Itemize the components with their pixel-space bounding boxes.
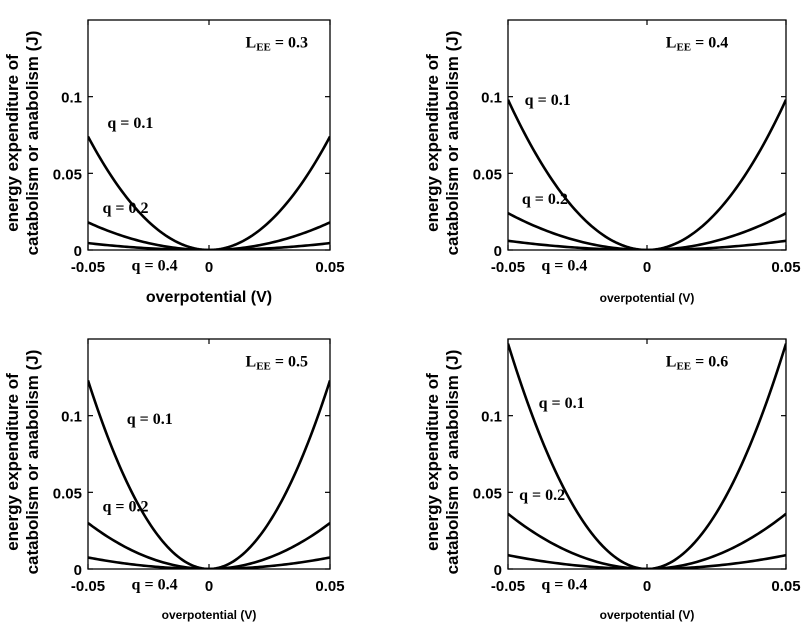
y-axis-label-line-2: catabolism or anabolism (J) — [23, 350, 42, 575]
series-label-q1: q = 0.1 — [539, 395, 585, 412]
series-label-q2: q = 0.2 — [522, 191, 568, 208]
plot-frame — [87, 338, 331, 570]
series-line-q2 — [508, 512, 786, 569]
series-line-q3 — [508, 553, 786, 569]
series-line-q1 — [88, 379, 330, 569]
y-tick-label: 0 — [494, 243, 502, 260]
series-label-q1: q = 0.1 — [107, 115, 153, 132]
y-tick-label: 0.1 — [61, 409, 82, 426]
series-line-q2 — [88, 221, 330, 250]
x-tick-label: -0.05 — [491, 259, 525, 276]
series-line-q1 — [508, 99, 786, 250]
x-tick-label: 0 — [205, 578, 213, 595]
y-tick-label: 0.05 — [53, 166, 82, 183]
x-tick-label: 0.05 — [771, 578, 800, 595]
y-tick-label: 0 — [74, 562, 82, 579]
plot-frame — [507, 338, 787, 570]
series-label-q1: q = 0.1 — [525, 92, 571, 109]
series-line-q3 — [88, 556, 330, 569]
y-tick-label: 0.05 — [473, 485, 502, 502]
x-axis-label: overpotential (V) — [162, 608, 257, 622]
y-axis-label-line-2: catabolism or anabolism (J) — [443, 31, 462, 256]
x-tick-label: 0 — [643, 259, 651, 276]
series-label-q3: q = 0.4 — [132, 258, 178, 275]
y-axis-label-line-2: catabolism or anabolism (J) — [23, 31, 42, 256]
x-tick-label: -0.05 — [491, 578, 525, 595]
series-line-q2 — [508, 212, 786, 250]
y-tick-label: 0.05 — [53, 485, 82, 502]
x-tick-label: 0.05 — [315, 578, 344, 595]
x-axis-label: overpotential (V) — [600, 291, 695, 305]
series-line-q2 — [88, 521, 330, 569]
chart-panel-3: q = 0.1q = 0.2q = 0.4-0.05 0 0.0500.050.1o… — [3, 338, 345, 622]
series-label-q3: q = 0.4 — [541, 258, 587, 275]
y-tick-label: 0.1 — [481, 90, 502, 107]
y-axis-label-line-1: energy expenditure of — [423, 373, 442, 551]
chart-panel-4: q = 0.1q = 0.2q = 0.4-0.05 0 0.0500.050.1o… — [423, 338, 801, 622]
y-axis-label-line-1: energy expenditure of — [3, 373, 22, 551]
lee-annotation: LEE = 0.4 — [666, 35, 728, 54]
y-axis-label-line-2: catabolism or anabolism (J) — [443, 350, 462, 575]
chart-panel-1: q = 0.1q = 0.2q = 0.4-0.05 0 0.0500.050.1o… — [3, 19, 345, 306]
x-tick-label: 0.05 — [771, 259, 800, 276]
lee-annotation: LEE = 0.5 — [246, 354, 308, 373]
series-line-q1 — [88, 135, 330, 250]
series-label-q3: q = 0.4 — [541, 577, 587, 594]
lee-annotation: LEE = 0.6 — [666, 354, 728, 373]
series-label-q2: q = 0.2 — [103, 499, 149, 516]
series-line-q3 — [508, 239, 786, 250]
y-tick-label: 0 — [74, 243, 82, 260]
x-axis-label: overpotential (V) — [146, 289, 272, 306]
series-line-q3 — [88, 241, 330, 250]
y-axis-label-line-1: energy expenditure of — [3, 54, 22, 232]
x-tick-label: 0.05 — [315, 259, 344, 276]
x-tick-label: -0.05 — [71, 259, 105, 276]
series-label-q3: q = 0.4 — [132, 577, 178, 594]
series-line-q1 — [508, 343, 786, 569]
series-label-q2: q = 0.2 — [519, 487, 565, 504]
series-label-q2: q = 0.2 — [103, 200, 149, 217]
series-label-q1: q = 0.1 — [127, 411, 173, 428]
x-tick-label: -0.05 — [71, 578, 105, 595]
y-tick-label: 0 — [494, 562, 502, 579]
chart-panel-2: q = 0.1q = 0.2q = 0.4-0.05 0 0.0500.050.1o… — [423, 19, 801, 305]
x-tick-label: 0 — [205, 259, 213, 276]
y-tick-label: 0.1 — [481, 409, 502, 426]
y-tick-label: 0.05 — [473, 166, 502, 183]
y-axis-label-line-1: energy expenditure of — [423, 54, 442, 232]
lee-annotation: LEE = 0.3 — [246, 35, 308, 54]
x-tick-label: 0 — [643, 578, 651, 595]
plot-frame — [507, 19, 787, 251]
x-axis-label: overpotential (V) — [600, 608, 695, 622]
y-tick-label: 0.1 — [61, 90, 82, 107]
